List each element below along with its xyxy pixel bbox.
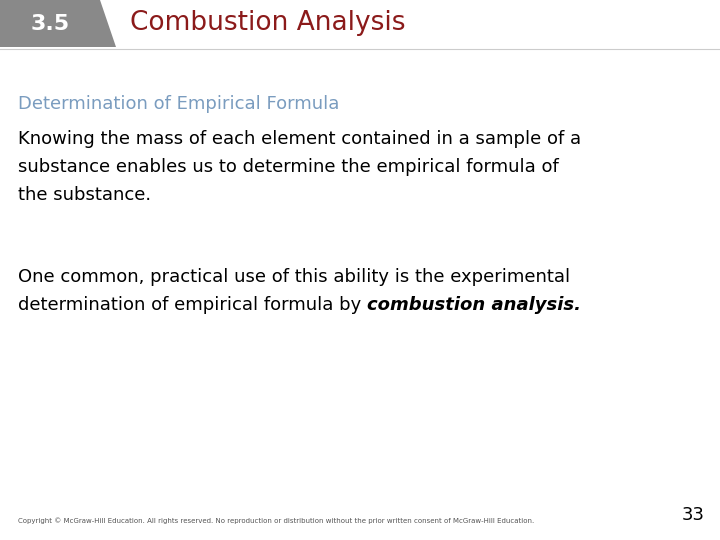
Text: 33: 33 (682, 506, 705, 524)
Text: Copyright © McGraw-Hill Education. All rights reserved. No reproduction or distr: Copyright © McGraw-Hill Education. All r… (18, 517, 534, 524)
Text: Combustion Analysis: Combustion Analysis (130, 10, 405, 37)
Text: 3.5: 3.5 (30, 14, 70, 33)
Text: substance enables us to determine the empirical formula of: substance enables us to determine the em… (18, 158, 559, 176)
Text: the substance.: the substance. (18, 186, 151, 204)
Text: Knowing the mass of each element contained in a sample of a: Knowing the mass of each element contain… (18, 130, 581, 148)
Text: determination of empirical formula by: determination of empirical formula by (18, 296, 367, 314)
Text: combustion analysis.: combustion analysis. (367, 296, 581, 314)
Text: One common, practical use of this ability is the experimental: One common, practical use of this abilit… (18, 268, 570, 286)
Text: Determination of Empirical Formula: Determination of Empirical Formula (18, 95, 339, 113)
Polygon shape (0, 0, 116, 47)
